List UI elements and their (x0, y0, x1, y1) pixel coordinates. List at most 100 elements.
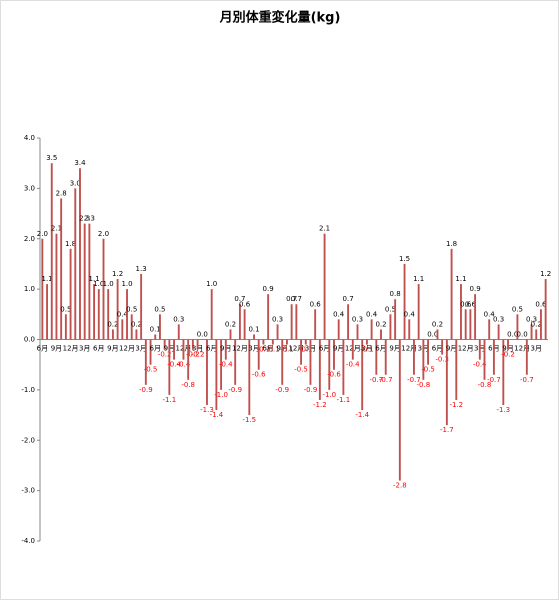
bar (540, 309, 542, 340)
value-label: 0.6 (460, 300, 472, 308)
value-label: -0.3 (435, 356, 449, 364)
bar (403, 263, 406, 340)
value-label: 1.2 (540, 270, 551, 278)
bar (445, 339, 448, 426)
value-label: 0.3 (526, 315, 537, 323)
x-tick-label: 12月 (401, 345, 417, 353)
bar (365, 339, 368, 345)
value-label: 0.9 (470, 285, 481, 293)
value-label: 0.3 (352, 315, 363, 323)
bar (121, 319, 124, 340)
bar (286, 339, 288, 345)
value-label: 0.4 (333, 310, 345, 318)
y-tick-label: 4.0 (24, 134, 35, 142)
bar (492, 339, 495, 375)
bar (182, 339, 185, 360)
bar (220, 339, 223, 390)
value-label: 0.5 (385, 305, 396, 313)
value-label: -0.2 (158, 351, 172, 359)
bar (229, 329, 232, 340)
bar (248, 339, 251, 416)
value-label: 1.2 (112, 270, 123, 278)
value-label: 0.2 (531, 320, 542, 328)
bar (173, 339, 175, 360)
y-tick-label: 3.0 (24, 184, 35, 192)
value-label: -0.9 (304, 386, 318, 394)
value-label: -0.7 (379, 376, 393, 384)
value-label: 3.5 (46, 154, 57, 162)
x-tick-label: 12月 (514, 345, 530, 353)
value-label: 0.5 (512, 305, 523, 313)
value-label: -1.5 (242, 416, 256, 424)
value-label: 1.0 (121, 280, 132, 288)
value-label: 0.9 (263, 285, 274, 293)
value-label: -2.8 (393, 482, 407, 490)
value-label: -0.4 (219, 361, 233, 369)
bar (177, 324, 180, 340)
chart-title: 月別体重変化量(kg) (219, 10, 341, 26)
x-tick-label: 9月 (51, 345, 62, 353)
value-label: 1.8 (65, 240, 76, 248)
bar (323, 233, 326, 340)
value-label: 1.3 (136, 265, 147, 273)
value-label: 2.3 (84, 215, 95, 223)
bar (88, 223, 91, 340)
value-label: -1.4 (355, 411, 369, 419)
x-tick-label: 6月 (206, 345, 217, 353)
bar (328, 339, 331, 390)
bar (290, 304, 293, 340)
value-label: 0.4 (366, 310, 378, 318)
bar (154, 334, 157, 340)
x-tick-label: 6月 (262, 345, 273, 353)
value-label: 0.3 (493, 315, 504, 323)
x-tick-label: 3月 (531, 345, 542, 353)
value-label: -0.1 (257, 346, 271, 354)
x-tick-label: 6月 (93, 345, 104, 353)
bar (370, 319, 373, 340)
value-label: -0.1 (299, 346, 313, 354)
bar (281, 339, 284, 385)
bar (314, 309, 317, 340)
bar (271, 339, 274, 345)
value-label: 0.5 (126, 305, 137, 313)
value-label: -1.2 (313, 401, 327, 409)
bar (130, 314, 133, 340)
value-label: 0.4 (117, 310, 129, 318)
bar (191, 339, 194, 350)
y-tick-label: -4.0 (21, 537, 35, 545)
bar (380, 329, 382, 340)
bar (257, 339, 260, 370)
value-label: 0.0 (427, 331, 438, 339)
value-label: 1.0 (103, 280, 114, 288)
value-label: -1.1 (163, 396, 177, 404)
value-label: 0.5 (154, 305, 165, 313)
bar (234, 339, 237, 385)
value-label: 0.2 (107, 320, 118, 328)
bar (507, 339, 509, 350)
bar (530, 324, 533, 340)
value-label: -0.5 (294, 366, 308, 374)
y-tick-label: 0.0 (24, 336, 35, 344)
bar (408, 319, 411, 340)
bar (64, 314, 67, 340)
bar (102, 238, 105, 340)
value-label: -0.9 (228, 386, 242, 394)
value-label: 0.3 (272, 315, 283, 323)
value-label: 0.4 (484, 310, 496, 318)
value-label: -1.2 (449, 401, 463, 409)
value-label: 0.7 (291, 295, 302, 303)
value-label: 1.0 (206, 280, 217, 288)
value-label: -1.7 (440, 426, 454, 434)
x-tick-label: 6月 (150, 345, 161, 353)
value-label: 0.6 (239, 300, 251, 308)
bar (159, 314, 161, 340)
bar (361, 339, 364, 411)
value-label: -0.9 (139, 386, 153, 394)
bar (356, 324, 359, 340)
value-label: -0.4 (167, 361, 181, 369)
bar (196, 339, 199, 350)
value-label: -1.0 (322, 391, 336, 399)
bar (60, 198, 63, 340)
bar (474, 294, 477, 340)
value-label: -0.4 (177, 361, 191, 369)
